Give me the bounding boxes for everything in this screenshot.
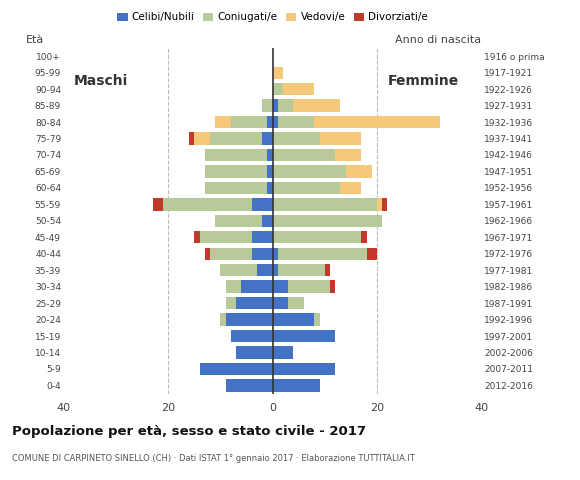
- Bar: [210, 248, 252, 260]
- Bar: [200, 231, 252, 243]
- Bar: [278, 248, 367, 260]
- Legend: Celibi/Nubili, Coniugati/e, Vedovi/e, Divorziati/e: Celibi/Nubili, Coniugati/e, Vedovi/e, Di…: [113, 8, 432, 26]
- Bar: [205, 248, 210, 260]
- Bar: [163, 198, 252, 211]
- Bar: [273, 231, 361, 243]
- Bar: [226, 379, 273, 392]
- Bar: [340, 182, 361, 194]
- Bar: [194, 132, 210, 144]
- Bar: [241, 280, 273, 293]
- Bar: [267, 116, 273, 128]
- Text: Femmine: Femmine: [387, 74, 459, 88]
- Bar: [273, 83, 283, 96]
- Bar: [273, 346, 293, 359]
- Bar: [205, 165, 267, 178]
- Bar: [205, 182, 267, 194]
- Bar: [273, 363, 335, 375]
- Bar: [189, 132, 194, 144]
- Bar: [194, 231, 200, 243]
- Text: Anno di nascita: Anno di nascita: [396, 35, 481, 45]
- Bar: [267, 165, 273, 178]
- Bar: [262, 215, 273, 227]
- Bar: [236, 297, 273, 309]
- Bar: [367, 248, 377, 260]
- Bar: [382, 198, 387, 211]
- Bar: [278, 264, 325, 276]
- Bar: [283, 83, 314, 96]
- Bar: [226, 297, 236, 309]
- Bar: [262, 132, 273, 144]
- Bar: [325, 264, 330, 276]
- Bar: [210, 132, 262, 144]
- Bar: [288, 280, 330, 293]
- Bar: [226, 313, 273, 326]
- Bar: [252, 248, 273, 260]
- Bar: [273, 280, 288, 293]
- Bar: [231, 116, 267, 128]
- Bar: [288, 297, 304, 309]
- Bar: [273, 132, 320, 144]
- Bar: [200, 363, 273, 375]
- Text: Età: Età: [26, 35, 45, 45]
- Bar: [252, 231, 273, 243]
- Bar: [273, 313, 314, 326]
- Bar: [215, 215, 262, 227]
- Bar: [252, 198, 273, 211]
- Bar: [314, 313, 320, 326]
- Bar: [293, 99, 340, 112]
- Bar: [361, 231, 367, 243]
- Bar: [273, 116, 278, 128]
- Bar: [278, 116, 314, 128]
- Bar: [273, 330, 335, 342]
- Bar: [267, 149, 273, 161]
- Bar: [205, 149, 267, 161]
- Bar: [273, 215, 382, 227]
- Bar: [273, 198, 377, 211]
- Bar: [220, 264, 257, 276]
- Text: Maschi: Maschi: [74, 74, 129, 88]
- Bar: [273, 297, 288, 309]
- Bar: [314, 116, 440, 128]
- Text: Popolazione per età, sesso e stato civile - 2017: Popolazione per età, sesso e stato civil…: [12, 425, 365, 438]
- Bar: [267, 182, 273, 194]
- Bar: [257, 264, 273, 276]
- Bar: [215, 116, 231, 128]
- Bar: [335, 149, 361, 161]
- Bar: [273, 248, 278, 260]
- Bar: [278, 99, 293, 112]
- Bar: [273, 165, 346, 178]
- Bar: [377, 198, 382, 211]
- Bar: [330, 280, 335, 293]
- Bar: [236, 346, 273, 359]
- Bar: [220, 313, 226, 326]
- Bar: [320, 132, 361, 144]
- Bar: [262, 99, 273, 112]
- Bar: [273, 379, 320, 392]
- Bar: [226, 280, 241, 293]
- Bar: [273, 149, 335, 161]
- Bar: [153, 198, 163, 211]
- Bar: [273, 99, 278, 112]
- Bar: [273, 182, 340, 194]
- Bar: [346, 165, 372, 178]
- Bar: [231, 330, 273, 342]
- Text: COMUNE DI CARPINETO SINELLO (CH) · Dati ISTAT 1° gennaio 2017 · Elaborazione TUT: COMUNE DI CARPINETO SINELLO (CH) · Dati …: [12, 454, 415, 463]
- Bar: [273, 67, 283, 79]
- Bar: [273, 264, 278, 276]
